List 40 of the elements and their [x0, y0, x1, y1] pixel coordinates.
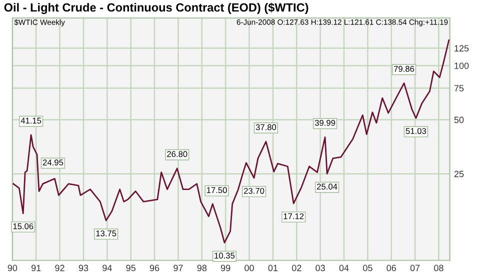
annotation: 17.50	[206, 187, 227, 194]
annotation: 37.80	[256, 124, 276, 130]
y-tick-label: 100	[454, 62, 469, 69]
annotation: 23.70	[244, 188, 264, 194]
annotation: 25.04	[317, 184, 338, 190]
annotation: 13.75	[96, 230, 116, 236]
line-series	[12, 39, 450, 244]
y-tick-label: 125	[454, 45, 469, 52]
x-tick-label: 94	[102, 264, 112, 272]
x-tick-label: 95	[126, 264, 136, 272]
annotation: 10.35	[214, 252, 235, 259]
x-tick-label: 08	[434, 264, 444, 272]
x-tick-label: 03	[316, 264, 325, 272]
x-tick-label: 99	[220, 264, 230, 272]
annotation: 26.80	[167, 151, 188, 158]
x-tick-label: 00	[244, 264, 254, 272]
x-tick-label: 97	[174, 264, 183, 272]
annotation: 15.06	[13, 223, 34, 230]
chart-title: Oil - Light Crude - Continuous Contract (EOD) ($WTIC)	[4, 2, 308, 14]
y-tick-label: 25	[454, 170, 464, 178]
annotation: 79.86	[394, 66, 414, 72]
x-tick-label: 93	[78, 264, 88, 272]
x-tick-label: 02	[292, 264, 302, 272]
x-tick-label: 04	[339, 264, 349, 272]
x-tick-label: 06	[386, 264, 396, 272]
annotation: 51.03	[406, 128, 426, 134]
y-tick-label: 75	[454, 85, 464, 92]
x-tick-label: 98	[197, 264, 207, 272]
x-tick-label: 05	[363, 264, 372, 272]
annotation: 39.99	[314, 120, 336, 126]
annotation: 17.12	[284, 213, 304, 220]
x-tick-label: 92	[55, 264, 64, 272]
x-tick-label: 91	[32, 264, 41, 272]
x-tick-label: 07	[410, 264, 420, 272]
x-tick-label: 90	[8, 264, 18, 272]
annotation: 41.15	[20, 118, 42, 124]
annotation: 24.95	[42, 159, 64, 166]
x-tick-label: 96	[150, 264, 160, 272]
x-tick-label: 01	[268, 264, 278, 272]
y-tick-label: 50	[454, 116, 464, 124]
